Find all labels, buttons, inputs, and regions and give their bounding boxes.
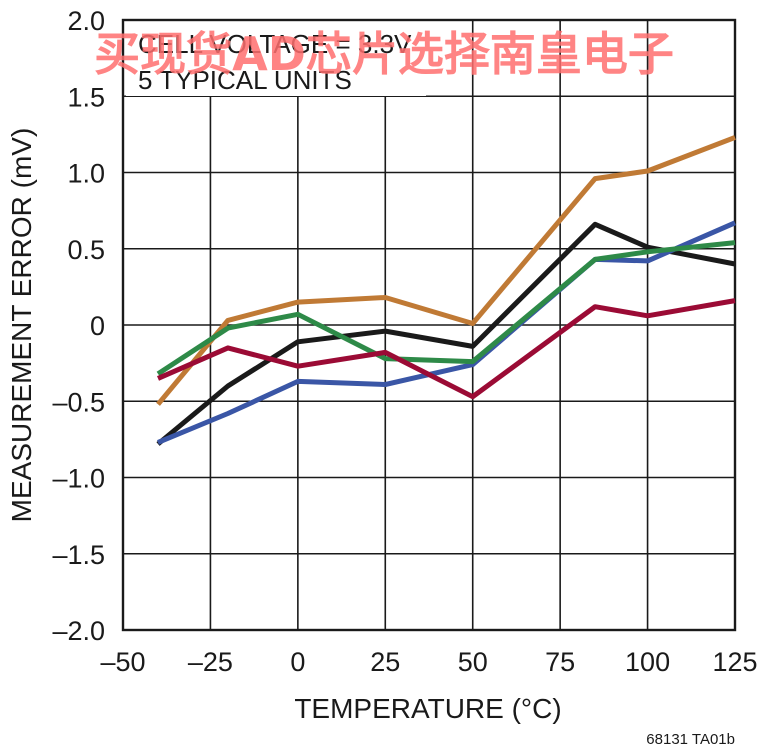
- series-line-5: [157, 298, 736, 400]
- series-layer: [156, 135, 736, 446]
- y-tick-label: 2.0: [67, 6, 105, 36]
- x-tick-labels: –50 –25 0 25 50 75 100 125: [100, 647, 757, 677]
- x-tick-label: 125: [712, 647, 757, 677]
- x-tick-label: –25: [188, 647, 233, 677]
- series-line-4: [156, 240, 736, 376]
- x-tick-label: 0: [290, 647, 305, 677]
- y-axis-title: MEASUREMENT ERROR (mV): [6, 128, 37, 523]
- series-line-2: [156, 221, 736, 446]
- grid-lines: [122, 19, 736, 631]
- y-tick-label: 0.5: [67, 235, 105, 265]
- annotation-typical-units: 5 TYPICAL UNITS: [138, 65, 352, 95]
- y-tick-labels: 2.0 1.5 1.0 0.5 0 –0.5 –1.0 –1.5 –2.0: [52, 6, 105, 646]
- plot-frame: [121, 18, 737, 632]
- annotation-background: [126, 20, 426, 96]
- plot-border: [121, 18, 737, 632]
- y-tick-label: 1.0: [67, 159, 105, 189]
- x-axis-title: TEMPERATURE (°C): [294, 693, 561, 724]
- annotation-cell-voltage: CELL VOLTAGE = 3.3V: [138, 29, 412, 59]
- y-tick-label: –0.5: [52, 387, 105, 417]
- x-tick-label: 75: [545, 647, 575, 677]
- series-line-3: [157, 220, 736, 445]
- y-tick-label: –1.5: [52, 540, 105, 570]
- y-tick-label: 0: [90, 311, 105, 341]
- y-tick-label: –1.0: [52, 464, 105, 494]
- x-tick-label: 25: [370, 647, 400, 677]
- y-tick-label: –2.0: [52, 616, 105, 646]
- x-tick-label: 50: [458, 647, 488, 677]
- x-tick-label: 100: [625, 647, 670, 677]
- x-tick-label: –50: [100, 647, 145, 677]
- watermark-text: 买现货AD芯片选择南皇电子: [94, 27, 674, 81]
- figure-id: 68131 TA01b: [646, 731, 735, 748]
- y-tick-label: 1.5: [67, 82, 105, 112]
- series-line-1: [156, 135, 736, 406]
